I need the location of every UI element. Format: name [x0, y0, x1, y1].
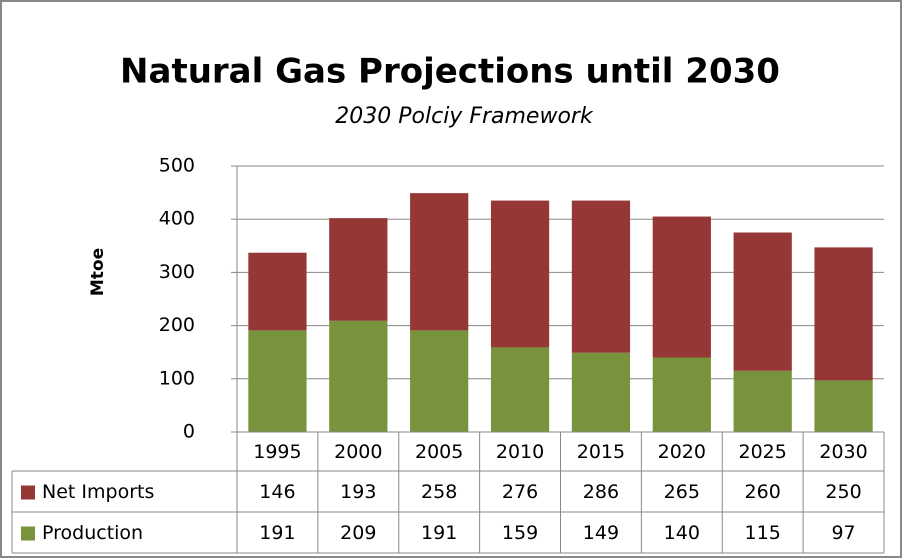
y-tick-label: 500: [159, 155, 195, 177]
table-value: 265: [664, 481, 700, 503]
table-value: 140: [664, 522, 700, 544]
legend-swatch: [21, 485, 35, 500]
x-tick-label: 2020: [658, 441, 706, 463]
bar-segment: [490, 347, 550, 432]
table-value: 209: [340, 522, 376, 544]
bar-segment: [571, 352, 631, 432]
y-tick-label: 200: [159, 314, 195, 336]
table-value: 193: [340, 481, 376, 503]
table-value: 97: [831, 522, 855, 544]
x-tick-label: 1995: [253, 441, 301, 463]
bar-segment: [490, 200, 550, 348]
bar-segment: [571, 200, 631, 353]
table-value: 191: [259, 522, 295, 544]
y-tick-label: 300: [159, 261, 195, 283]
bar-segment: [814, 247, 873, 381]
y-tick-label: 100: [159, 367, 195, 389]
bar-segment: [410, 193, 469, 331]
bar-segment: [329, 320, 388, 432]
x-tick-label: 2010: [496, 441, 544, 463]
bar-segment: [248, 252, 307, 331]
bar-segment: [329, 218, 388, 321]
chart-title: Natural Gas Projections until 2030: [120, 52, 780, 92]
table-value: 276: [502, 481, 538, 503]
y-tick-label: 400: [159, 208, 195, 230]
bar-segment: [410, 330, 469, 432]
bar-segment: [652, 216, 711, 358]
table-value: 258: [421, 481, 457, 503]
table-value: 191: [421, 522, 457, 544]
bar-segment: [733, 370, 792, 432]
bar-segment: [652, 357, 711, 432]
y-tick-label: 0: [183, 421, 195, 443]
x-tick-label: 2000: [334, 441, 382, 463]
legend-swatch: [21, 526, 35, 541]
table-value: 260: [745, 481, 781, 503]
x-tick-label: 2005: [415, 441, 463, 463]
table-value: 159: [502, 522, 538, 544]
bar-segment: [248, 330, 307, 432]
table-value: 146: [259, 481, 295, 503]
bar-segment: [733, 232, 792, 371]
legend-label: Production: [42, 522, 143, 544]
chart-subtitle: 2030 Polciy Framework: [335, 104, 594, 129]
y-axis-label: Mtoe: [88, 248, 108, 296]
x-tick-label: 2015: [577, 441, 625, 463]
bar-segment: [814, 380, 873, 432]
legend-label: Net Imports: [42, 481, 154, 503]
table-value: 149: [583, 522, 619, 544]
table-value: 286: [583, 481, 619, 503]
table-value: 115: [745, 522, 781, 544]
x-tick-label: 2025: [739, 441, 787, 463]
x-tick-label: 2030: [819, 441, 867, 463]
table-value: 250: [825, 481, 861, 503]
